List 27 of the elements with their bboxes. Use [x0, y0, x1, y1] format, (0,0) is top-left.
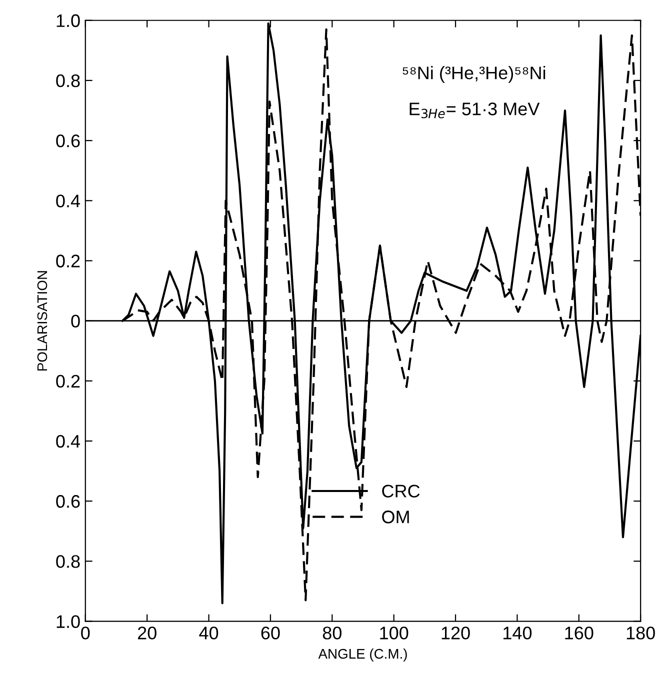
- annotation: E$_{3He}$= 51·3 MeV: [410, 102, 540, 118]
- y-tick-label: 0.8: [56, 74, 80, 88]
- y-tick-label: 0.6: [56, 495, 80, 508]
- x-tick-label: 140: [504, 626, 532, 640]
- y-tick-label: 0.2: [56, 254, 80, 268]
- x-tick-label: 60: [261, 626, 280, 640]
- y-axis-title: POLARISATION: [37, 271, 48, 370]
- annotation: ⁵⁸Ni (³He,³He)⁵⁸Ni: [402, 66, 546, 83]
- x-tick-label: 40: [199, 626, 218, 640]
- y-tick-label: 0.4: [56, 434, 80, 448]
- x-tick-label: 20: [138, 626, 156, 640]
- y-tick-label: 0.6: [56, 134, 80, 148]
- legend-label: OM: [382, 510, 409, 524]
- x-tick-label: 100: [380, 626, 408, 640]
- x-tick-label: 80: [322, 626, 342, 640]
- x-tick-label: 0: [81, 626, 90, 640]
- y-tick-label: 0.4: [56, 194, 80, 208]
- x-axis-title: ANGLE (C.M.): [318, 648, 407, 662]
- x-tick-label: 120: [442, 626, 470, 640]
- y-tick-label: 1.0: [56, 14, 80, 28]
- y-tick-label: 0: [71, 314, 80, 328]
- y-tick-label: 0.2: [56, 374, 80, 388]
- y-tick-label: 0.8: [56, 555, 80, 568]
- x-tick-label: 160: [565, 626, 594, 640]
- legend-label: CRC: [382, 484, 420, 498]
- y-tick-label: 1.0: [56, 615, 80, 628]
- x-tick-label: 180: [626, 626, 655, 640]
